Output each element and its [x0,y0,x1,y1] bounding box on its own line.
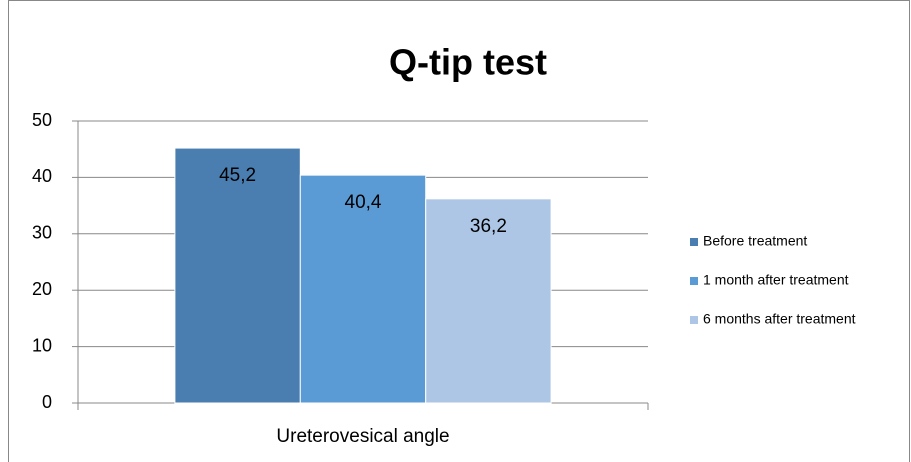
y-tick-label: 30 [32,223,52,243]
bar [174,147,301,404]
data-label: 36,2 [470,216,507,237]
legend-swatch [690,238,698,246]
legend-swatch [690,316,698,324]
y-tick-label: 40 [32,166,52,186]
y-tick-label: 0 [42,392,52,412]
bar [299,174,427,404]
y-tick-label: 20 [32,279,52,299]
x-tick-label: Ureterovesical angle [276,426,449,447]
legend-label: 6 months after treatment [703,311,856,327]
y-tick-label: 10 [32,335,52,355]
data-label: 45,2 [219,165,256,186]
legend-label: 1 month after treatment [703,272,849,288]
bar [425,198,552,404]
legend-label: Before treatment [703,233,807,249]
legend-swatch [690,277,698,285]
data-label: 40,4 [345,192,382,213]
chart-title: Q-tip test [389,42,547,83]
y-tick-label: 50 [32,110,52,130]
